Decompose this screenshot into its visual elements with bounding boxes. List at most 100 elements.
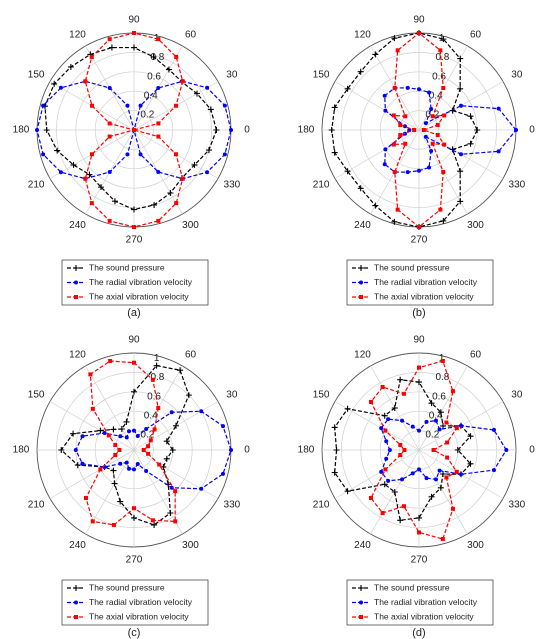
data-point: [138, 103, 143, 108]
data-point: [160, 463, 167, 470]
data-point: [199, 409, 204, 414]
angle-label: 90: [128, 335, 140, 346]
legend-box: [346, 259, 494, 306]
data-point: [417, 365, 421, 370]
data-point: [449, 146, 456, 153]
legend-marker: [359, 280, 363, 285]
legend-label: The axial vibration velocity: [374, 611, 474, 621]
data-point: [221, 424, 226, 429]
data-point: [74, 462, 81, 469]
data-point: [417, 530, 421, 535]
data-point: [386, 478, 391, 483]
r-tick-label: 0.4: [144, 410, 158, 421]
data-point: [387, 448, 392, 452]
data-point: [132, 128, 136, 132]
data-point: [467, 113, 474, 120]
data-point: [457, 55, 464, 62]
data-point: [174, 103, 179, 108]
grid-spoke: [49, 401, 135, 451]
data-point: [86, 171, 93, 178]
data-point: [98, 467, 103, 472]
data-point: [400, 477, 405, 482]
data-point: [80, 461, 85, 466]
legend-label: The axial vibration velocity: [89, 611, 189, 621]
angle-label: 60: [185, 29, 197, 40]
data-point: [433, 418, 438, 423]
legend-marker: [359, 615, 363, 619]
data-point: [457, 168, 464, 175]
angle-label: 120: [69, 29, 86, 40]
data-point: [83, 496, 88, 501]
data-point: [51, 80, 58, 87]
data-point: [430, 114, 435, 119]
angle-label: 210: [313, 180, 330, 191]
data-point: [391, 35, 398, 42]
angle-label: 240: [354, 220, 371, 231]
angle-label: 240: [354, 540, 371, 551]
angle-label: 150: [313, 70, 330, 81]
r-tick-label: 0.2: [140, 110, 154, 121]
data-point: [459, 423, 464, 428]
data-point: [205, 147, 212, 154]
data-point: [131, 206, 137, 213]
data-point: [416, 379, 422, 386]
data-point: [135, 433, 140, 438]
data-point: [151, 201, 158, 208]
data-point: [111, 198, 118, 205]
data-point: [428, 400, 435, 407]
angle-label: 210: [28, 500, 45, 511]
r-tick-label: 0.2: [140, 430, 154, 441]
data-point: [514, 128, 518, 132]
data-point: [107, 170, 112, 175]
angle-label: 240: [69, 220, 86, 231]
data-point: [177, 367, 184, 374]
chart-title: (d): [412, 627, 425, 639]
data-point: [467, 433, 474, 440]
data-point: [144, 426, 149, 431]
data-point: [150, 53, 157, 60]
data-point: [382, 93, 387, 98]
data-point: [437, 484, 444, 491]
data-point: [331, 149, 338, 156]
data-point: [89, 201, 94, 206]
data-point: [424, 476, 429, 481]
data-point: [173, 489, 178, 494]
data-point: [156, 170, 161, 175]
r-tick-label: 0.6: [432, 391, 446, 402]
data-point: [80, 434, 85, 439]
data-point: [454, 426, 459, 431]
data-point: [107, 85, 112, 90]
angle-label: 60: [470, 29, 482, 40]
data-point: [431, 448, 436, 452]
data-point: [417, 31, 421, 35]
data-point: [440, 537, 445, 542]
data-point: [89, 54, 94, 59]
data-point: [118, 461, 123, 466]
data-point: [445, 455, 450, 460]
angle-label: 240: [69, 540, 86, 551]
data-point: [391, 142, 396, 147]
data-point: [107, 134, 112, 139]
data-point: [344, 168, 351, 175]
r-tick-label: 0.8: [435, 372, 449, 383]
data-point: [383, 147, 388, 152]
data-point: [379, 426, 384, 431]
data-point: [410, 471, 415, 476]
data-point: [221, 471, 226, 476]
data-point: [437, 468, 442, 473]
data-point: [402, 448, 407, 452]
data-point: [67, 63, 74, 70]
grid-spoke: [418, 449, 468, 535]
angle-label: 330: [509, 500, 526, 511]
angle-label: 90: [128, 15, 140, 26]
r-tick-label: 0.6: [432, 71, 446, 82]
r-tick-label: 0.4: [429, 90, 443, 101]
angle-label: 60: [470, 349, 482, 360]
grid-spoke: [334, 81, 420, 131]
r-tick-label: 0.6: [147, 71, 161, 82]
data-point: [180, 79, 185, 84]
data-point: [357, 185, 364, 192]
grid-spoke: [334, 129, 420, 179]
data-point: [118, 425, 125, 432]
